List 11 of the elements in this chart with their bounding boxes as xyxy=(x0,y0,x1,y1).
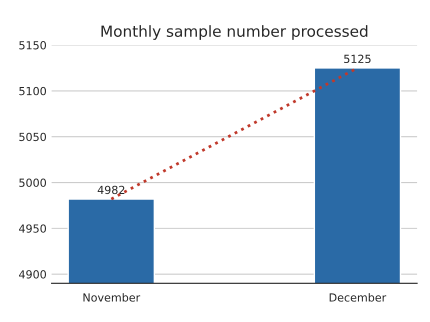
y-tick-label: 5150 xyxy=(19,41,46,50)
x-tick-label: December xyxy=(330,293,386,302)
y-tick-label: 5100 xyxy=(19,86,46,96)
x-tick-label: November xyxy=(83,293,140,302)
y-tick-label: 5000 xyxy=(19,178,46,187)
y-tick-label: 5050 xyxy=(19,132,46,142)
y-tick-label: 4900 xyxy=(19,270,46,279)
data-label: 4982 xyxy=(98,186,124,194)
y-tick-label: 4950 xyxy=(19,224,46,233)
data-label: 5125 xyxy=(344,54,371,64)
chart-title: Monthly sample number processed xyxy=(101,25,368,40)
